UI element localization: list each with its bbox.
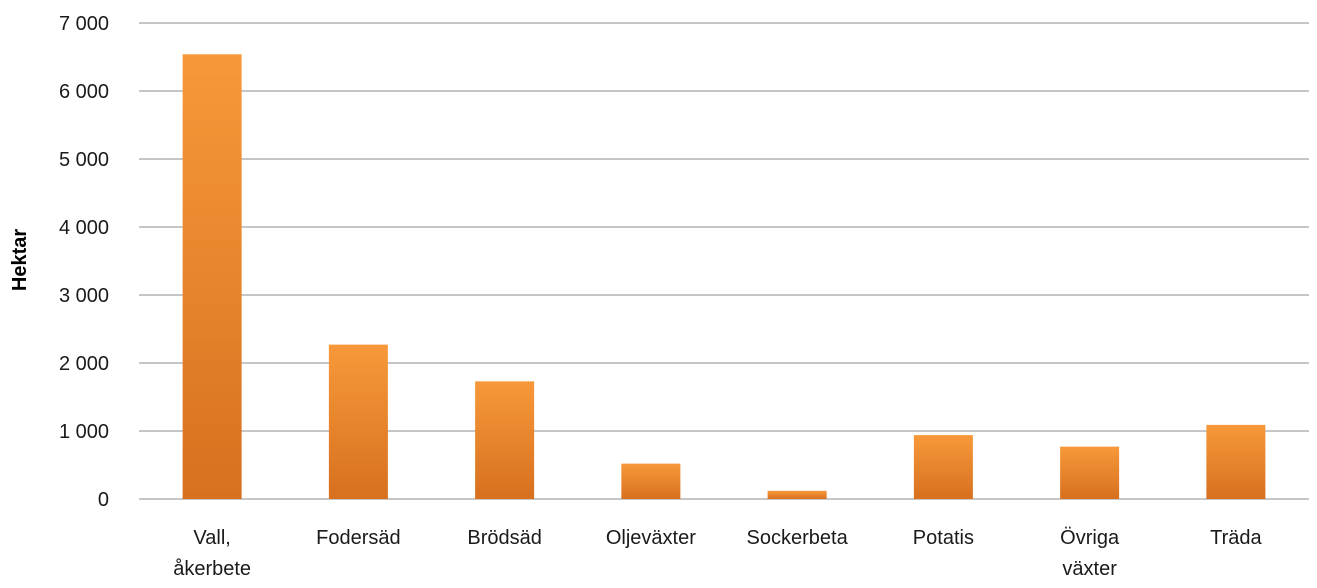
y-tick-label: 1 000	[59, 421, 109, 443]
y-tick-label: 2 000	[59, 353, 109, 375]
x-axis-labels: Vall, åkerbete Fodersäd Brödsäd Oljeväxter So…	[173, 527, 1262, 580]
bar	[1206, 424, 1266, 499]
y-tick-label: 6 000	[59, 81, 109, 103]
y-tick-label: 0	[98, 489, 109, 511]
y-tick-label: 4 000	[59, 217, 109, 239]
bar	[328, 344, 388, 499]
y-axis-title: Hektar	[9, 229, 31, 291]
bar	[475, 381, 535, 499]
bars	[182, 54, 1266, 499]
x-tick-label: Oljeväxter	[606, 527, 696, 549]
y-tick-label: 3 000	[59, 285, 109, 307]
bar	[621, 463, 681, 499]
bar	[182, 54, 242, 499]
x-tick-label: Övriga växter	[1060, 527, 1120, 580]
y-axis-ticks: 0 1 000 2 000 3 000 4 000 5 000 6 000 7 000	[59, 13, 109, 511]
y-tick-label: 7 000	[59, 13, 109, 35]
x-tick-label: Sockerbeta	[747, 527, 849, 549]
x-tick-label: Brödsäd	[467, 527, 542, 549]
bar	[767, 490, 827, 499]
y-tick-label: 5 000	[59, 149, 109, 171]
x-tick-label: Träda	[1210, 527, 1262, 549]
gridlines	[139, 22, 1309, 500]
bar	[913, 435, 973, 499]
x-tick-label: Fodersäd	[316, 527, 401, 549]
x-tick-label: Vall, åkerbete	[173, 527, 251, 580]
x-tick-label: Potatis	[913, 527, 974, 549]
bar	[1060, 446, 1120, 499]
